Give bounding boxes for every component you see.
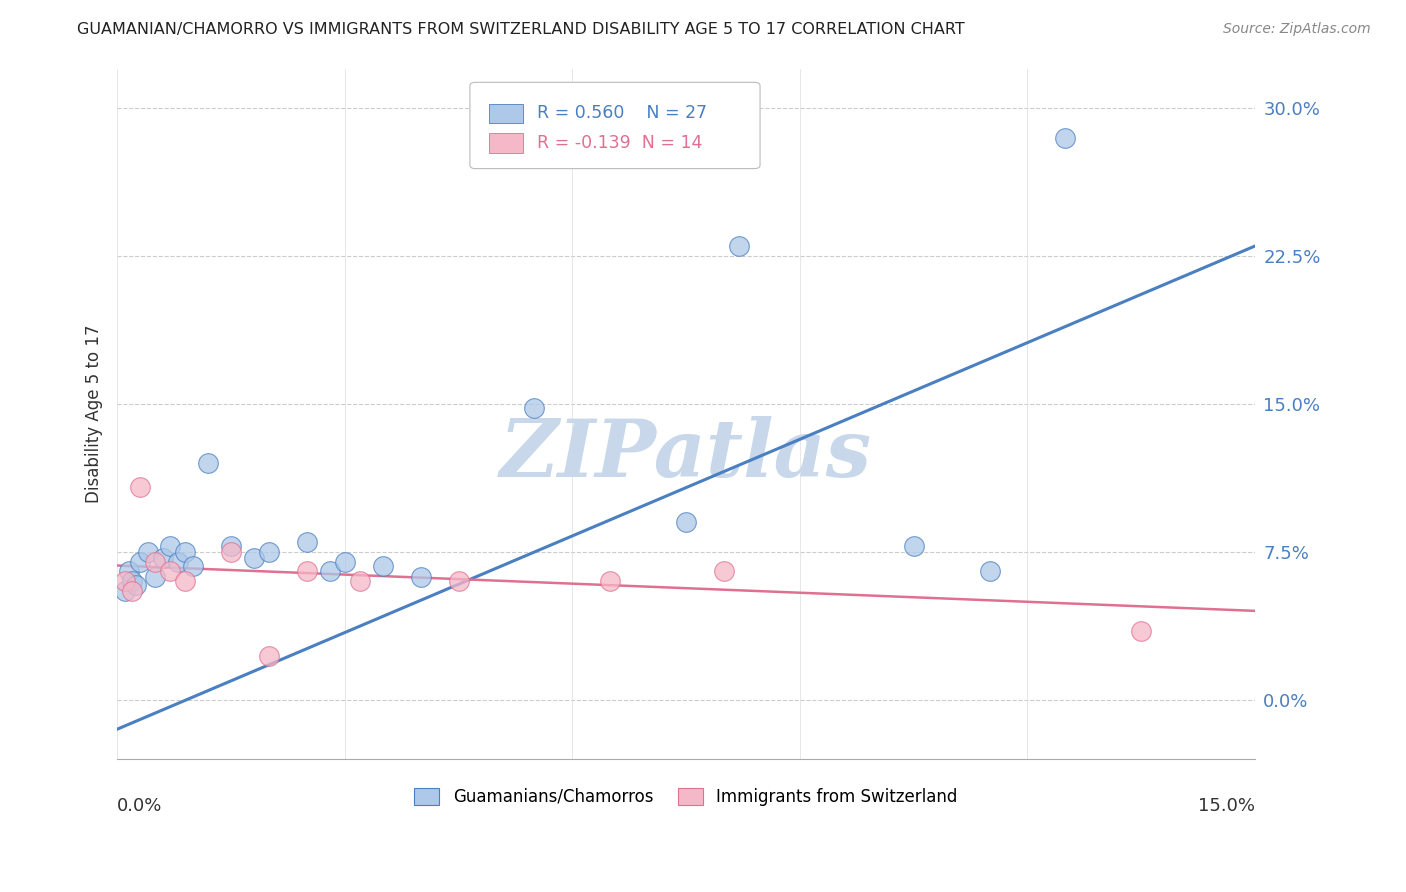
Point	[121, 574, 143, 589]
Point	[257, 545, 280, 559]
Point	[713, 565, 735, 579]
Point	[114, 574, 136, 589]
Point	[219, 545, 242, 559]
Point	[349, 574, 371, 589]
Point	[242, 550, 264, 565]
Point	[675, 515, 697, 529]
Point	[159, 539, 181, 553]
Text: 0.0%: 0.0%	[117, 797, 163, 814]
Bar	[489, 103, 523, 123]
Point	[152, 550, 174, 565]
Point	[197, 456, 219, 470]
Point	[295, 534, 318, 549]
Point	[728, 239, 751, 253]
Point	[174, 545, 197, 559]
Point	[523, 401, 546, 415]
FancyBboxPatch shape	[470, 82, 761, 169]
Point	[333, 555, 356, 569]
Point	[159, 565, 181, 579]
Point	[1130, 624, 1153, 638]
Point	[125, 578, 148, 592]
Point	[181, 558, 204, 573]
Point	[257, 649, 280, 664]
Text: Source: ZipAtlas.com: Source: ZipAtlas.com	[1223, 22, 1371, 37]
Point	[136, 545, 159, 559]
Point	[295, 565, 318, 579]
Point	[117, 565, 139, 579]
Text: ZIPatlas: ZIPatlas	[501, 417, 872, 494]
Point	[129, 555, 152, 569]
Point	[979, 565, 1001, 579]
Point	[219, 539, 242, 553]
Point	[121, 584, 143, 599]
Point	[114, 584, 136, 599]
Text: 15.0%: 15.0%	[1198, 797, 1256, 814]
Point	[903, 539, 925, 553]
Text: R = 0.560    N = 27: R = 0.560 N = 27	[537, 104, 707, 122]
Point	[174, 574, 197, 589]
Text: R = -0.139  N = 14: R = -0.139 N = 14	[537, 134, 703, 152]
Y-axis label: Disability Age 5 to 17: Disability Age 5 to 17	[86, 325, 103, 503]
Legend: Guamanians/Chamorros, Immigrants from Switzerland: Guamanians/Chamorros, Immigrants from Sw…	[408, 781, 965, 813]
Point	[599, 574, 621, 589]
Bar	[489, 134, 523, 153]
Point	[371, 558, 394, 573]
Point	[447, 574, 470, 589]
Point	[167, 555, 190, 569]
Point	[129, 480, 152, 494]
Point	[143, 555, 166, 569]
Point	[409, 570, 432, 584]
Point	[1054, 130, 1077, 145]
Text: GUAMANIAN/CHAMORRO VS IMMIGRANTS FROM SWITZERLAND DISABILITY AGE 5 TO 17 CORRELA: GUAMANIAN/CHAMORRO VS IMMIGRANTS FROM SW…	[77, 22, 965, 37]
Point	[318, 565, 340, 579]
Point	[143, 570, 166, 584]
